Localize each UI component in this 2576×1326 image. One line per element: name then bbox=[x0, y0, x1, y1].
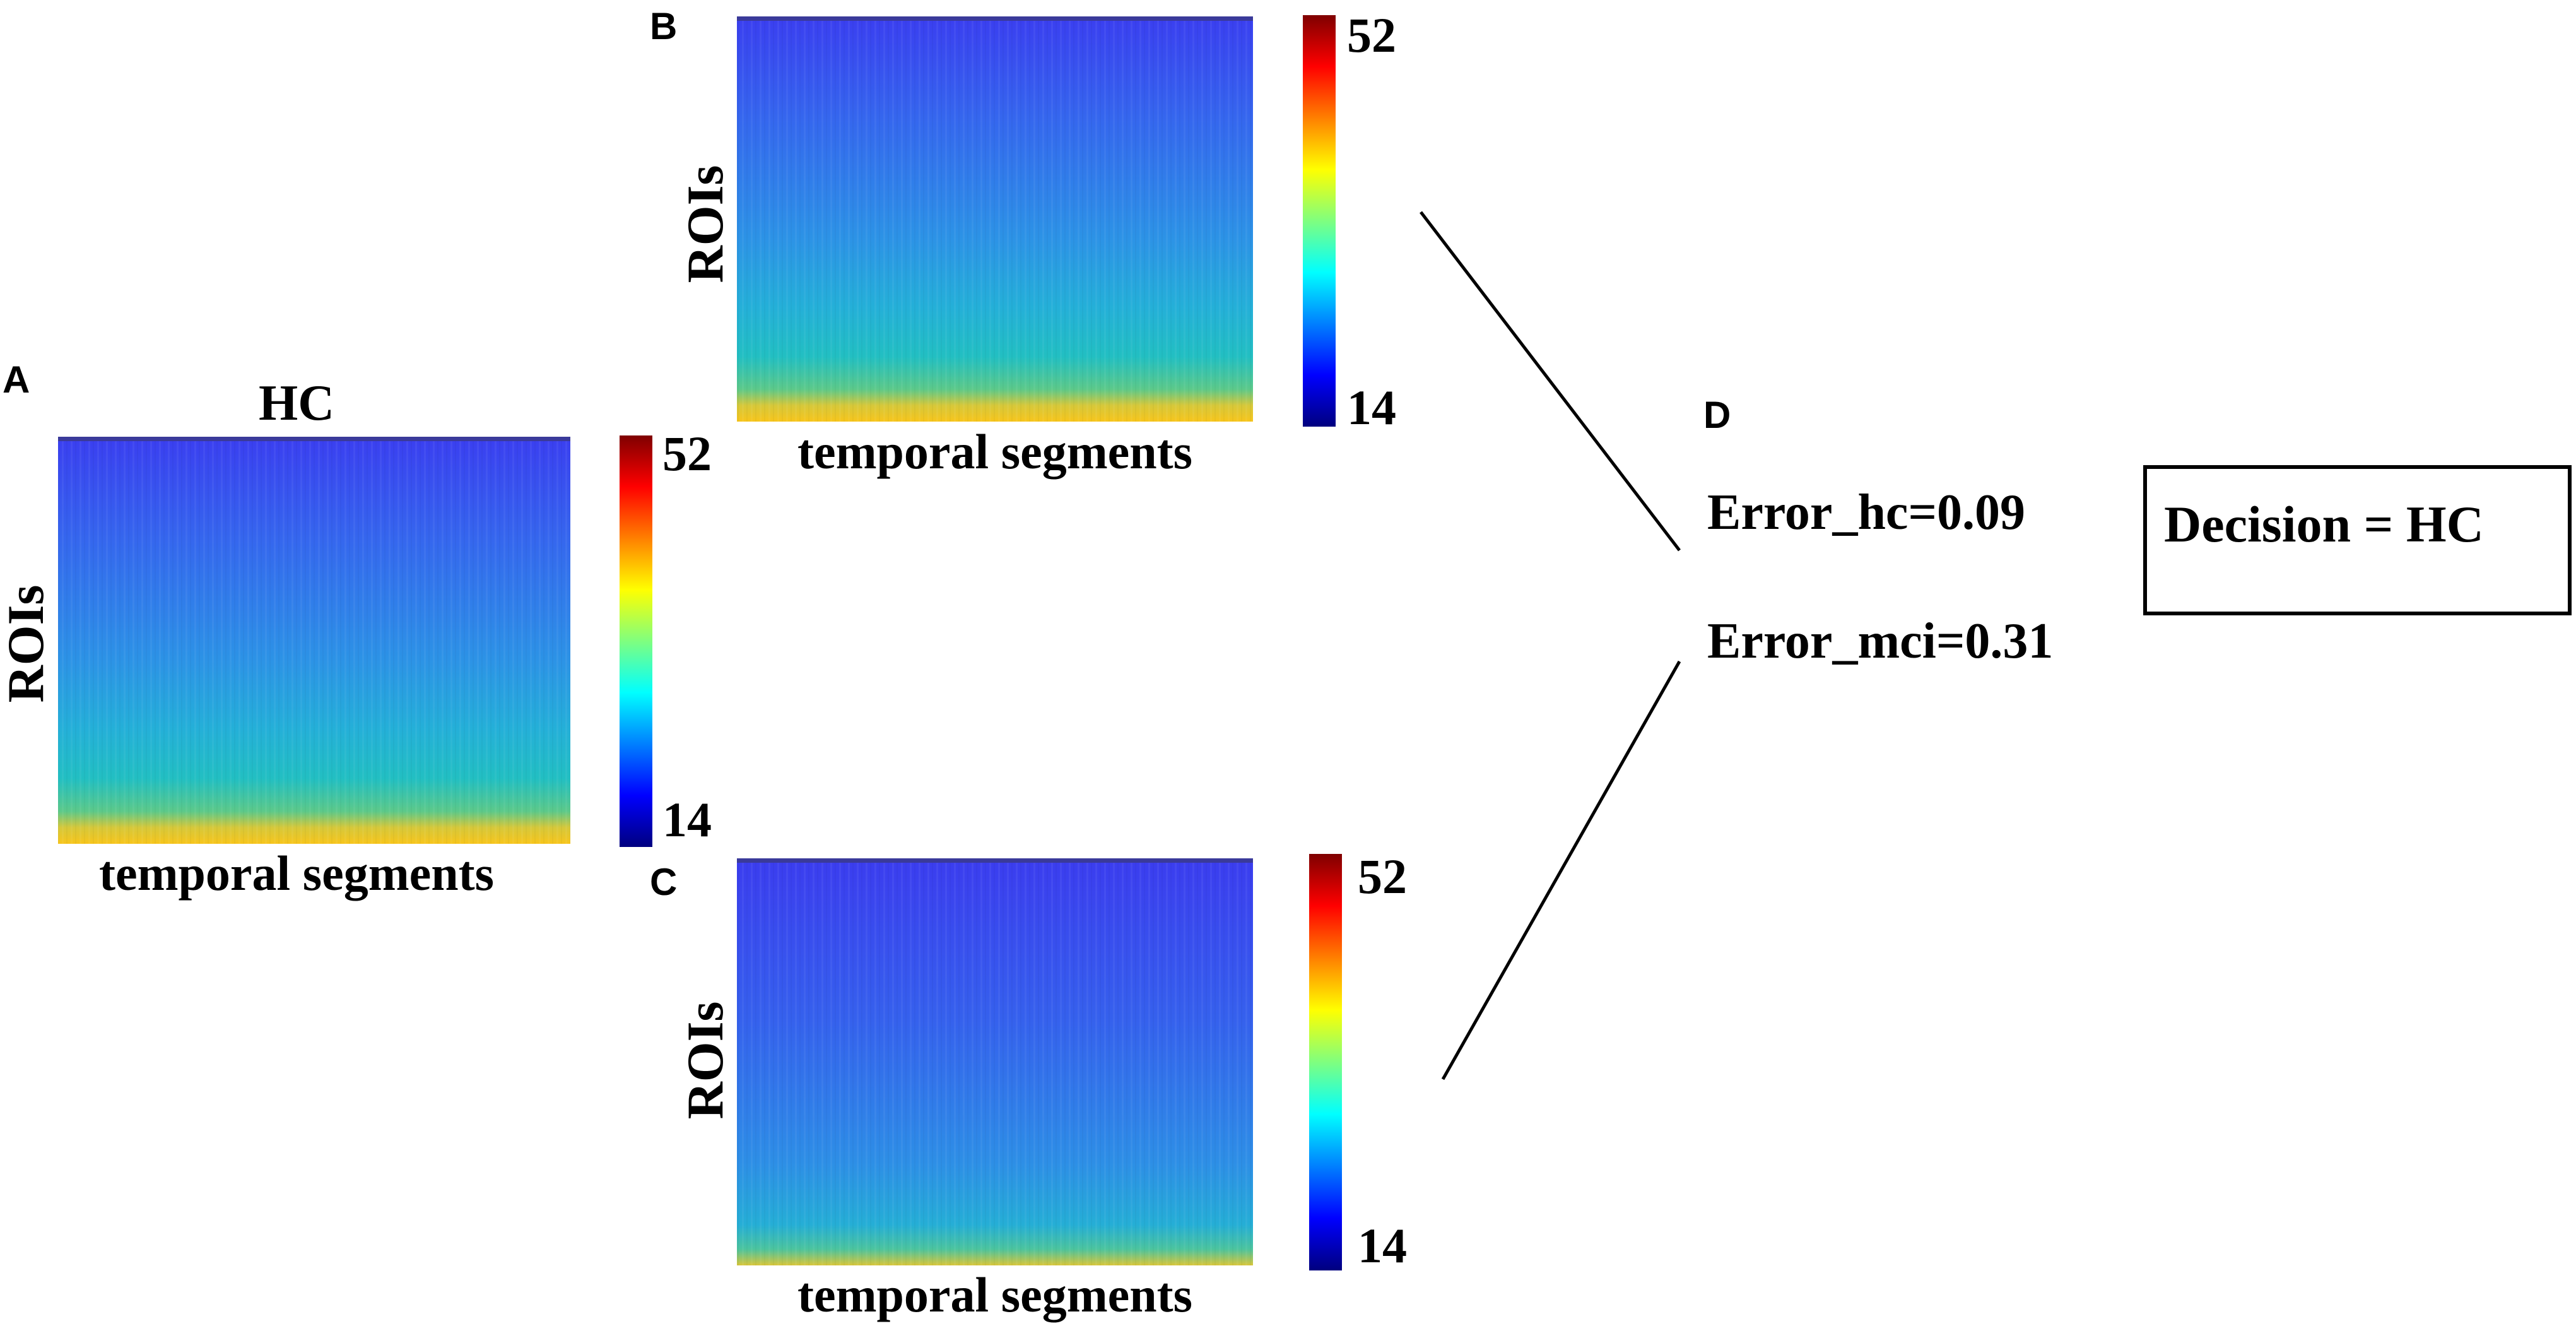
panel-a: A HC temporal segments ROIs 52 14 bbox=[0, 358, 712, 901]
panel-c: C temporal segments ROIs 52 14 bbox=[650, 849, 1407, 1322]
x-axis-label-a: temporal segments bbox=[99, 846, 494, 901]
colorbar-b-min: 14 bbox=[1347, 380, 1396, 435]
panel-letter-c: C bbox=[650, 861, 677, 903]
error-mci-text: Error_mci=0.31 bbox=[1707, 613, 2053, 669]
colorbar-c-min: 14 bbox=[1358, 1218, 1407, 1273]
connector-line-c bbox=[1441, 660, 1681, 1080]
error-hc-text: Error_hc=0.09 bbox=[1707, 485, 2025, 540]
colorbar-b-max: 52 bbox=[1347, 8, 1396, 62]
decision-text: Decision = HC bbox=[2164, 495, 2484, 553]
colorbar-a bbox=[620, 435, 652, 847]
colorbar-c bbox=[1309, 854, 1342, 1270]
heatmap-b-top-edge bbox=[737, 16, 1253, 21]
x-axis-label-c: temporal segments bbox=[797, 1267, 1192, 1322]
y-axis-label-c: ROIs bbox=[676, 1002, 734, 1120]
panel-letter-d: D bbox=[1703, 394, 1731, 436]
heatmap-c-top-edge bbox=[737, 858, 1253, 863]
x-axis-label-b: temporal segments bbox=[797, 424, 1192, 479]
y-axis-label-a: ROIs bbox=[0, 585, 54, 703]
panel-letter-a: A bbox=[3, 358, 30, 401]
panel-d: D Error_hc=0.09 Error_mci=0.31 Decision … bbox=[1703, 394, 2572, 669]
heatmap-c-texture bbox=[737, 858, 1253, 1265]
colorbar-c-max: 52 bbox=[1358, 849, 1407, 904]
panel-letter-b: B bbox=[650, 5, 677, 47]
decision-box bbox=[2143, 465, 2572, 615]
heatmap-a-texture bbox=[58, 437, 570, 844]
panel-b: B temporal segments ROIs 52 14 bbox=[650, 5, 1396, 479]
y-axis-label-b: ROIs bbox=[676, 165, 734, 283]
colorbar-a-min: 14 bbox=[662, 792, 712, 847]
heatmap-b-texture bbox=[737, 16, 1253, 422]
connector-line-b bbox=[1420, 211, 1681, 552]
colorbar-b bbox=[1303, 15, 1336, 427]
colorbar-a-max: 52 bbox=[662, 426, 712, 481]
panel-a-title: HC bbox=[259, 376, 334, 431]
heatmap-a-top-edge bbox=[58, 437, 570, 441]
